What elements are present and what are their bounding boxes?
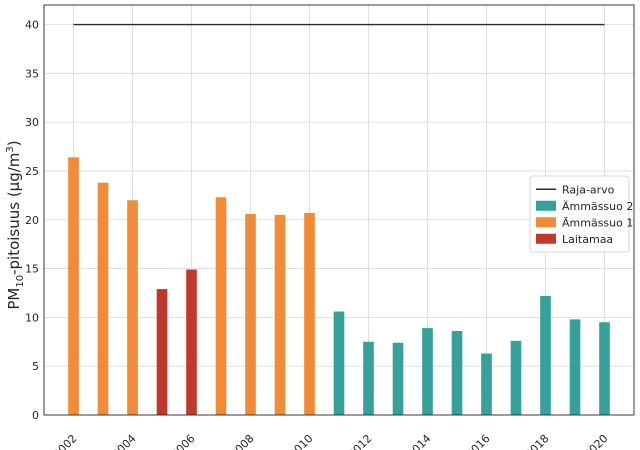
bar-2009 <box>274 214 286 415</box>
legend-box <box>529 175 630 253</box>
x-tick-label: 2004 <box>110 432 139 450</box>
legend-swatch <box>536 233 556 244</box>
bar-2012 <box>363 341 374 415</box>
y-tick-label: 5 <box>32 360 39 373</box>
y-tick-label: 35 <box>25 67 39 80</box>
y-tick-label: 0 <box>32 409 39 422</box>
bar-2008 <box>245 213 256 415</box>
x-tick-label: 2016 <box>464 432 493 450</box>
y-axis-label: PM10-pitoisuus (µg/m3) <box>5 140 26 309</box>
x-tick-label: 2002 <box>51 432 80 450</box>
legend-label: Laitamaa <box>562 233 613 246</box>
bars-group <box>68 157 610 416</box>
bar-2011 <box>333 311 345 415</box>
x-tick-label: 2014 <box>405 432 434 450</box>
bar-2015 <box>451 331 463 415</box>
x-tick-label: 2006 <box>169 432 198 450</box>
y-tick-label: 15 <box>25 263 39 276</box>
y-tick-label: 10 <box>25 311 39 324</box>
bar-2010 <box>304 212 315 415</box>
bar-2014 <box>422 328 433 415</box>
legend: Raja-arvo Ämmässuo 2 Ämmässuo 1 Laitamaa <box>529 175 633 253</box>
legend-swatch <box>536 200 556 211</box>
bar-2006 <box>186 269 197 415</box>
bar-2017 <box>510 340 522 415</box>
x-tick-labels: 2002 2004 2006 2008 2010 2012 2014 2016 2018 2020 <box>51 432 611 450</box>
legend-label: Ämmässuo 2 <box>562 200 633 213</box>
x-tick-label: 2012 <box>346 432 375 450</box>
bar-2004 <box>127 200 138 415</box>
x-tick-label: 2008 <box>228 432 257 450</box>
y-tick-label: 40 <box>25 19 39 32</box>
bar-2016 <box>481 353 492 415</box>
y-tick-label: 30 <box>25 116 39 129</box>
x-tick-label: 2018 <box>523 432 552 450</box>
y-tick-label: 25 <box>25 165 39 178</box>
x-tick-label: 2010 <box>287 432 316 450</box>
y-tick-labels: 0 5 10 15 20 25 30 35 40 <box>25 19 39 422</box>
legend-swatch <box>536 217 556 228</box>
bar-2002 <box>68 157 79 416</box>
bar-2013 <box>392 342 404 415</box>
plot-frame <box>43 4 635 416</box>
legend-label: Ämmässuo 1 <box>562 216 633 229</box>
x-tick-label: 2020 <box>582 432 611 450</box>
bar-2003 <box>97 182 109 415</box>
bar-2019 <box>569 319 581 415</box>
bar-2018 <box>540 295 551 415</box>
bar-2005 <box>156 289 168 415</box>
bar-2007 <box>215 197 227 415</box>
bar-2020 <box>599 322 610 415</box>
y-tick-label: 20 <box>25 214 39 227</box>
legend-label: Raja-arvo <box>562 183 615 196</box>
